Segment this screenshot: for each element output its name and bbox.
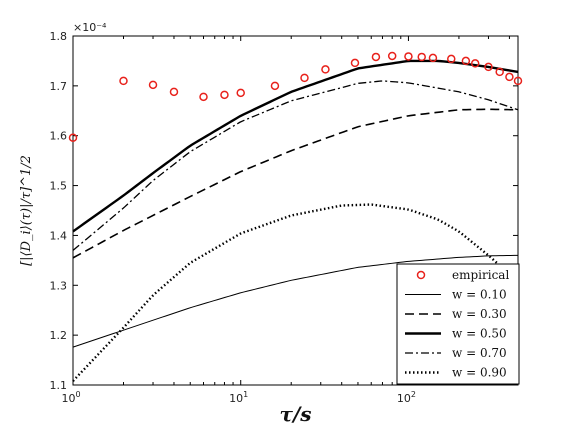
empirical-point xyxy=(199,92,208,102)
empirical-point xyxy=(270,81,280,91)
legend-label-2: w = 0.50 xyxy=(452,327,507,341)
empirical-point xyxy=(220,90,229,100)
y-tick-label: 1.1 xyxy=(50,379,68,392)
legend-label-3: w = 0.70 xyxy=(452,346,507,360)
legend-marker-empirical xyxy=(416,270,426,280)
y-tick-label: 1.6 xyxy=(50,130,68,143)
empirical-point xyxy=(148,80,158,90)
series-line-4 xyxy=(72,203,501,382)
empirical-point xyxy=(350,58,360,68)
empirical-point xyxy=(169,87,179,97)
empirical-point xyxy=(321,65,330,74)
y-axis-label: [|⟨D_i⟩(τ)|/τ]^1/2 xyxy=(19,155,34,266)
empirical-points xyxy=(68,51,523,142)
series-line-2 xyxy=(72,59,519,233)
empirical-point xyxy=(371,52,381,62)
legend: empirical w = 0.10 w = 0.30 w = 0.50 w = 0.7… xyxy=(396,263,520,385)
y-exponent-label: ×10⁻⁴ xyxy=(73,21,107,34)
plot-frame xyxy=(72,35,519,386)
axis-ticks: 1.1 1.2 1.3 1.4 1.5 1.6 1.7 1.8 100 101 102 xyxy=(50,30,518,405)
legend-label-1: w = 0.30 xyxy=(452,307,507,321)
empirical-point xyxy=(513,76,523,86)
empirical-point xyxy=(119,76,128,86)
y-tick-label: 1.7 xyxy=(50,80,68,93)
empirical-point xyxy=(236,88,245,98)
empirical-point xyxy=(461,56,471,66)
legend-label-empirical: empirical xyxy=(452,268,509,282)
empirical-point xyxy=(300,73,309,83)
series-lines xyxy=(72,59,519,382)
empirical-point xyxy=(447,54,456,64)
y-tick-label: 1.8 xyxy=(50,30,68,43)
empirical-point xyxy=(484,62,493,72)
y-tick-label: 1.2 xyxy=(50,329,68,342)
series-line-1 xyxy=(72,108,519,259)
y-tick-label: 1.3 xyxy=(50,279,68,292)
legend-box xyxy=(396,263,520,385)
x-tick-label: 100 xyxy=(61,390,80,405)
legend-label-4: w = 0.90 xyxy=(452,366,507,380)
empirical-point xyxy=(428,53,438,63)
empirical-point xyxy=(387,51,397,61)
legend-label-0: w = 0.10 xyxy=(452,288,507,302)
empirical-point xyxy=(470,59,480,68)
x-tick-label: 101 xyxy=(229,390,248,405)
y-tick-label: 1.5 xyxy=(50,180,68,193)
empirical-point xyxy=(495,67,504,77)
series-line-3 xyxy=(72,80,519,251)
empirical-point xyxy=(417,52,426,62)
empirical-point xyxy=(68,133,78,142)
y-tick-label: 1.4 xyxy=(50,229,68,242)
x-axis-label: τ/s xyxy=(279,402,311,426)
empirical-point xyxy=(404,52,413,61)
x-tick-label: 102 xyxy=(397,390,416,405)
empirical-point xyxy=(505,72,514,82)
series-line-0 xyxy=(72,254,519,348)
